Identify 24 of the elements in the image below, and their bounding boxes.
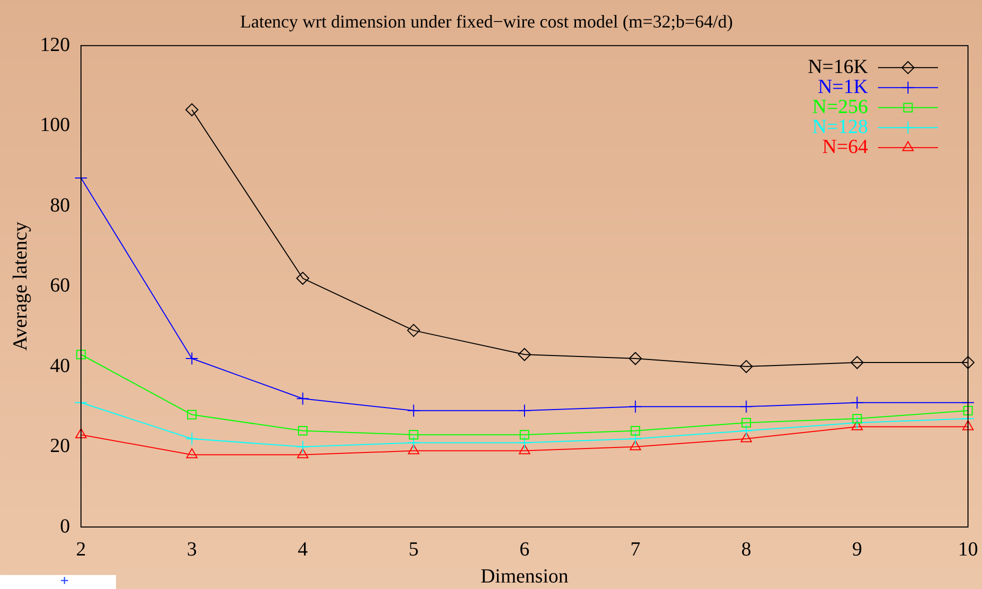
y-tick-label: 80: [50, 194, 70, 216]
y-tick-label: 20: [50, 435, 70, 458]
legend-label: N=64: [822, 136, 868, 158]
y-tick-label: 40: [50, 354, 70, 377]
y-tick-label: 120: [40, 34, 70, 56]
x-tick-label: 7: [630, 538, 640, 560]
chart-title: Latency wrt dimension under fixed−wire cost model (m=32;b=64/d): [240, 12, 733, 32]
legend-label: N=128: [812, 116, 868, 138]
legend-label: N=16K: [808, 56, 869, 78]
y-tick-label: 60: [50, 274, 70, 297]
x-tick-label: 2: [76, 538, 86, 560]
x-tick-label: 5: [408, 538, 419, 560]
legend-label: N=1K: [818, 76, 869, 98]
x-tick-label: 3: [186, 538, 197, 560]
x-tick-label: 4: [298, 538, 308, 560]
x-tick-label: 8: [741, 538, 752, 560]
x-tick-label: 6: [520, 538, 530, 560]
y-tick-label: 0: [60, 515, 70, 538]
y-axis-title: Average latency: [9, 222, 32, 351]
legend-label: N=256: [812, 96, 868, 118]
y-tick-label: 100: [40, 114, 70, 136]
x-tick-label: 10: [958, 538, 978, 560]
x-axis-title: Dimension: [480, 565, 568, 588]
x-tick-label: 9: [852, 538, 862, 560]
